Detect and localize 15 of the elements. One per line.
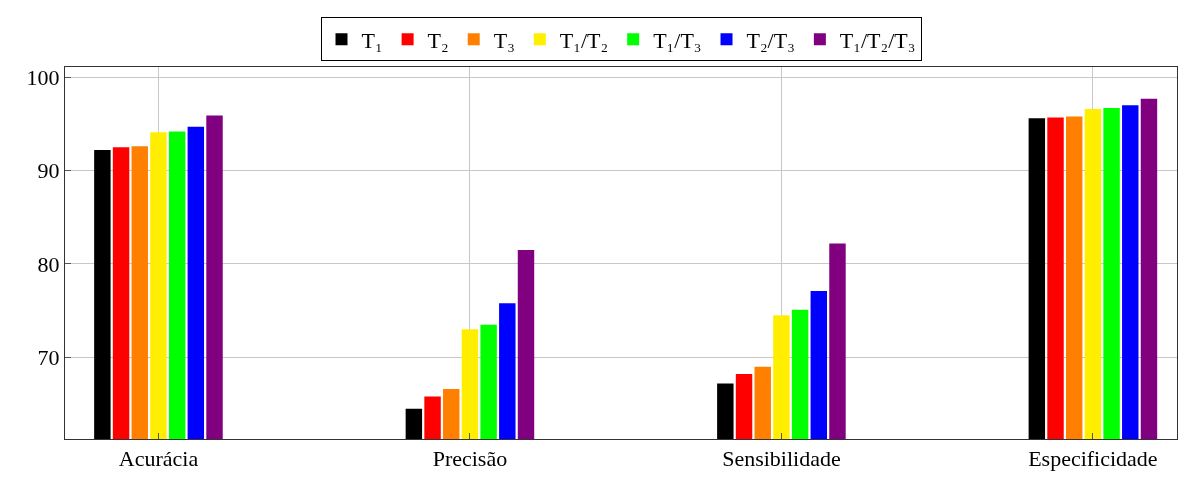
legend-label: T₁/T₂/T₃ bbox=[839, 27, 916, 53]
x-tick-label: Acurácia bbox=[118, 446, 199, 472]
legend-label: T₃ bbox=[493, 27, 515, 53]
x-tick-label: Sensibilidade bbox=[722, 446, 841, 472]
x-tick-label: Especificidade bbox=[1028, 446, 1158, 472]
legend-label: T₁ bbox=[361, 27, 383, 53]
legend-label: T₂ bbox=[427, 27, 449, 53]
y-tick-label: 70 bbox=[37, 345, 60, 371]
legend-label: T₁/T₃ bbox=[653, 27, 702, 53]
y-tick-label: 90 bbox=[37, 158, 60, 184]
x-tick-label: Precisão bbox=[432, 446, 508, 472]
legend-label: T₁/T₂ bbox=[559, 27, 609, 53]
y-tick-label: 80 bbox=[37, 251, 60, 277]
legend-label: T₂/T₃ bbox=[746, 27, 795, 53]
y-tick-label: 100 bbox=[26, 64, 60, 90]
